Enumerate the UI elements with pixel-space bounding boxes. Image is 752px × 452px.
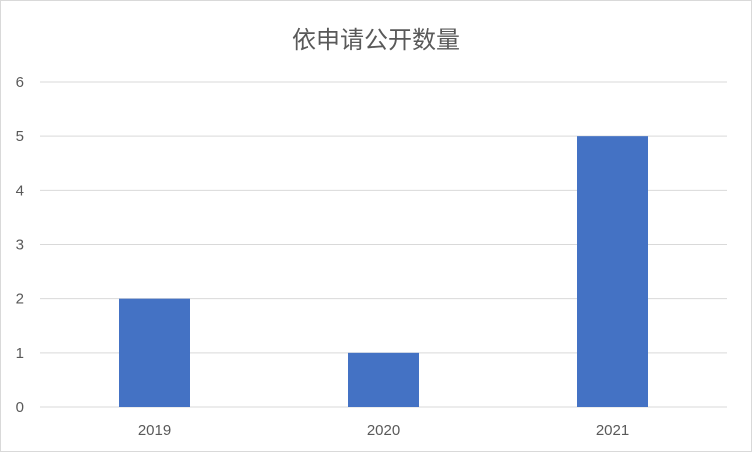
chart-title: 依申请公开数量 — [292, 26, 460, 54]
y-tick-label: 3 — [16, 237, 24, 254]
bar-2020 — [348, 352, 419, 407]
bar-2019 — [119, 298, 190, 407]
y-tick-label: 2 — [16, 291, 24, 308]
x-tick-label: 2020 — [367, 422, 400, 439]
y-tick-label: 0 — [16, 399, 24, 416]
y-tick-label: 6 — [16, 74, 24, 91]
x-tick-label: 2021 — [596, 422, 629, 439]
x-tick-label: 2019 — [138, 422, 171, 439]
bar-2021 — [577, 136, 648, 407]
y-tick-label: 1 — [16, 345, 24, 362]
y-tick-label: 5 — [16, 128, 24, 145]
y-tick-label: 4 — [16, 182, 24, 199]
